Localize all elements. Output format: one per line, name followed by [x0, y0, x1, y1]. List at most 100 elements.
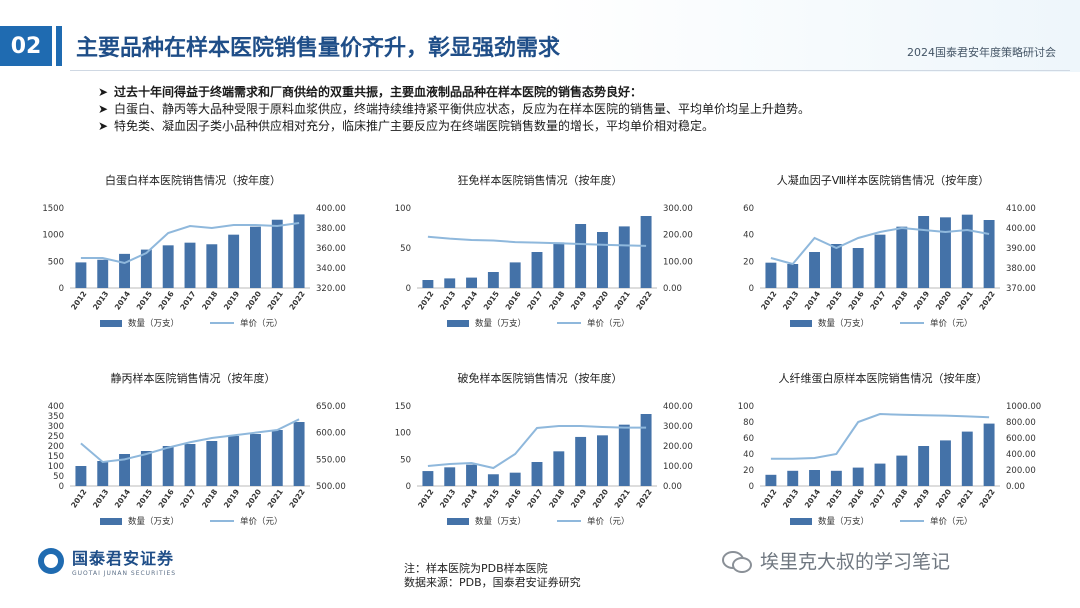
y-tick-right: 600.00: [1006, 434, 1036, 444]
y-tick-left: 350: [48, 412, 64, 422]
bullet-item-text: 特免类、凝血因子类小品种供应相对充分，临床推广主要反应为在终端医院销售数量的增长…: [114, 119, 715, 133]
y-tick-left: 20: [743, 257, 754, 267]
bar: [119, 253, 130, 288]
x-tick: 2019: [569, 487, 588, 509]
x-tick: 2022: [977, 289, 996, 311]
x-tick: 2015: [135, 289, 154, 311]
y-tick-right: 200.00: [1006, 466, 1036, 476]
bar: [809, 252, 820, 288]
x-tick: 2013: [91, 289, 110, 311]
x-tick: 2014: [803, 289, 822, 311]
x-tick: 2015: [825, 289, 844, 311]
x-tick: 2016: [156, 289, 175, 311]
x-tick: 2014: [803, 487, 822, 509]
watermark-text: 埃里克大叔的学习笔记: [760, 551, 951, 573]
chart-tetanus-ig: 破免样本医院销售情况（按年度） 0 50 100 150 0.00 100.00 200.00…: [375, 358, 705, 548]
bullet-lead: ➤ 过去十年间得益于终端需求和厂商供给的双重共振，主要血液制品品种在样本医院的销售…: [98, 84, 998, 101]
legend-label: 单价（元）: [930, 516, 973, 527]
y-tick-right: 410.00: [1006, 204, 1036, 214]
bar: [184, 444, 196, 486]
bar: [940, 217, 951, 288]
legend-bar-swatch: [447, 320, 469, 327]
y-tick-left: 50: [400, 455, 411, 465]
bar: [271, 430, 283, 486]
x-tick: 2012: [69, 289, 88, 311]
bar: [787, 470, 799, 486]
header: 02 主要品种在样本医院销售量价齐升，彰显强劲需求 2024国泰君安年度策略研讨…: [0, 0, 1080, 72]
y-tick-left: 0: [749, 482, 754, 492]
line-series: [80, 222, 300, 265]
y-tick-right: 600.00: [316, 429, 346, 439]
x-tick: 2019: [569, 289, 588, 311]
chart-albumin: 白蛋白样本医院销售情况（按年度） 0 500 1000 1500 320.00 340.00…: [28, 160, 358, 350]
x-tick: 2012: [69, 487, 88, 509]
chart-factor-viii: 人凝血因子Ⅷ样本医院销售情况（按年度） 0 20 40 60 370.00 380.00 39…: [718, 160, 1048, 350]
y-tick-left: 0: [59, 482, 64, 492]
logo-name-en: GUOTAI JUNAN SECURITIES: [72, 570, 177, 577]
y-tick-right: 200.00: [663, 231, 693, 241]
chart-ivig: 静丙样本医院销售情况（按年度） 0 50 100 150 200 250 300 350 400 5…: [28, 358, 358, 548]
y-tick-left: 80: [743, 418, 754, 428]
x-tick: 2022: [287, 487, 306, 509]
bar: [97, 259, 109, 288]
y-tick-left: 200: [48, 442, 64, 452]
legend-bar-swatch: [447, 518, 469, 525]
y-tick-left: 150: [395, 402, 411, 412]
bar: [487, 272, 499, 288]
y-tick-right: 360.00: [316, 244, 346, 254]
bar: [896, 455, 908, 486]
legend-label: 数量（万支）: [475, 516, 526, 527]
line-series: [770, 226, 990, 266]
bar: [444, 278, 456, 288]
watermark: 埃里克大叔的学习笔记: [722, 547, 950, 574]
bar: [852, 248, 864, 288]
bullet-item-text: 白蛋白、静丙等大品种受限于原料血浆供应，终端持续维持紧平衡供应状态，反应为在样本…: [114, 102, 811, 116]
legend-bar-swatch: [790, 518, 812, 525]
y-tick-left: 100: [738, 402, 754, 412]
bar: [206, 244, 218, 288]
x-tick: 2020: [934, 487, 953, 509]
y-tick-left: 100: [395, 429, 411, 439]
x-tick: 2013: [438, 289, 457, 311]
bar: [830, 244, 842, 288]
bar: [961, 431, 973, 486]
bar: [184, 242, 196, 288]
header-divider: [70, 70, 1070, 71]
bar: [75, 466, 87, 486]
x-tick: 2015: [135, 487, 154, 509]
bar: [765, 474, 777, 486]
bar: [852, 467, 864, 486]
x-tick: 2018: [547, 487, 566, 509]
bar: [422, 280, 434, 288]
y-tick-left: 20: [743, 466, 754, 476]
bar: [250, 434, 261, 486]
y-tick-right: 400.00: [316, 204, 346, 214]
y-tick-right: 320.00: [316, 284, 346, 294]
x-tick: 2021: [613, 289, 632, 311]
chart-svg: 人纤维蛋白原样本医院销售情况（按年度）0204060801000.00200.0…: [738, 371, 1041, 527]
page-title: 主要品种在样本医院销售量价齐升，彰显强劲需求: [76, 36, 561, 61]
bar: [618, 424, 630, 486]
x-tick: 2018: [547, 289, 566, 311]
y-tick-right: 100.00: [663, 462, 693, 472]
x-tick: 2016: [503, 487, 522, 509]
y-tick-left: 0: [406, 482, 411, 492]
bullet-list: ➤ 过去十年间得益于终端需求和厂商供给的双重共振，主要血液制品品种在样本医院的销售…: [98, 84, 998, 135]
bullet-item: ➤ 特免类、凝血因子类小品种供应相对充分，临床推广主要反应为在终端医院销售数量的增…: [98, 118, 998, 135]
x-tick: 2018: [890, 487, 909, 509]
x-tick: 2012: [416, 487, 435, 509]
chart-svg: 人凝血因子Ⅷ样本医院销售情况（按年度） 0 20 40 60 370.00 380.00 39…: [743, 173, 1036, 329]
y-tick-left: 500: [48, 257, 64, 267]
y-tick-right: 300.00: [663, 204, 693, 214]
bar: [874, 234, 886, 288]
chart-svg: 白蛋白样本医院销售情况（按年度） 0 500 1000 1500 320.00 340.00…: [42, 173, 346, 329]
line-series: [770, 412, 990, 460]
line-series: [427, 235, 647, 247]
legend-label: 单价（元）: [240, 516, 283, 527]
y-tick-left: 50: [400, 244, 411, 254]
x-tick: 2014: [460, 289, 479, 311]
x-tick: 2015: [482, 289, 501, 311]
y-tick-left: 250: [48, 432, 64, 442]
x-tick: 2016: [846, 289, 865, 311]
